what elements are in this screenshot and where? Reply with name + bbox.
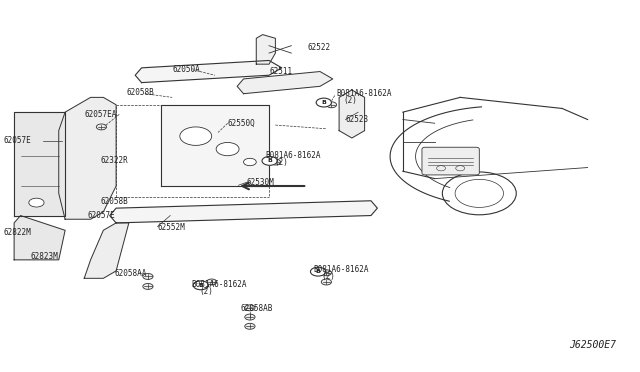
Polygon shape [109, 201, 378, 223]
Circle shape [442, 172, 516, 215]
Circle shape [316, 98, 332, 107]
Text: 62058B: 62058B [100, 197, 128, 206]
Circle shape [270, 159, 280, 165]
Polygon shape [14, 112, 65, 215]
Text: 62523: 62523 [346, 115, 369, 124]
Polygon shape [256, 35, 275, 64]
Text: 62058AA: 62058AA [115, 269, 147, 278]
Text: 62058AB: 62058AB [241, 304, 273, 313]
Text: 62550Q: 62550Q [228, 119, 255, 128]
Text: 62530M: 62530M [246, 178, 275, 187]
Text: B: B [321, 100, 326, 105]
Text: J62500E7: J62500E7 [570, 340, 616, 350]
Text: 62522: 62522 [307, 43, 330, 52]
Text: (2): (2) [199, 288, 213, 296]
FancyBboxPatch shape [422, 147, 479, 175]
Polygon shape [14, 215, 65, 260]
Text: 62057E: 62057E [3, 136, 31, 145]
Polygon shape [161, 105, 269, 186]
Circle shape [326, 102, 337, 108]
Circle shape [143, 283, 153, 289]
Text: B081A6-8162A: B081A6-8162A [336, 89, 392, 98]
Text: 62057EA: 62057EA [84, 109, 116, 119]
Text: B: B [316, 269, 321, 274]
Text: 62057E: 62057E [88, 211, 115, 220]
Text: B: B [198, 283, 204, 288]
Text: B: B [268, 158, 272, 163]
Text: 62823M: 62823M [30, 251, 58, 261]
Text: (2): (2) [321, 272, 335, 281]
Text: 62322R: 62322R [100, 156, 128, 166]
Text: (2): (2) [274, 158, 288, 167]
Circle shape [245, 314, 255, 320]
Circle shape [321, 270, 332, 276]
Circle shape [29, 198, 44, 207]
Polygon shape [339, 90, 365, 138]
Circle shape [97, 124, 106, 130]
Polygon shape [237, 71, 333, 94]
Circle shape [245, 323, 255, 329]
Text: 62058B: 62058B [127, 88, 155, 97]
Circle shape [310, 267, 326, 276]
Text: 62511: 62511 [269, 67, 292, 76]
Circle shape [321, 279, 332, 285]
Circle shape [216, 142, 239, 156]
Circle shape [180, 127, 212, 145]
Text: B081A6-8162A: B081A6-8162A [314, 265, 369, 274]
Circle shape [207, 279, 217, 285]
Circle shape [193, 281, 209, 290]
Circle shape [245, 305, 255, 311]
Circle shape [143, 273, 153, 279]
Text: 62552M: 62552M [157, 223, 185, 232]
Circle shape [456, 166, 465, 171]
Text: 62822M: 62822M [3, 228, 31, 237]
Circle shape [436, 166, 445, 171]
Polygon shape [84, 223, 129, 278]
Text: B081A6-8162A: B081A6-8162A [191, 280, 247, 289]
Circle shape [262, 157, 277, 165]
Polygon shape [59, 97, 116, 219]
Text: 62050A: 62050A [172, 65, 200, 74]
Text: B081A6-8162A: B081A6-8162A [266, 151, 321, 160]
Circle shape [244, 158, 256, 166]
Polygon shape [135, 61, 282, 83]
Text: (2): (2) [344, 96, 358, 105]
